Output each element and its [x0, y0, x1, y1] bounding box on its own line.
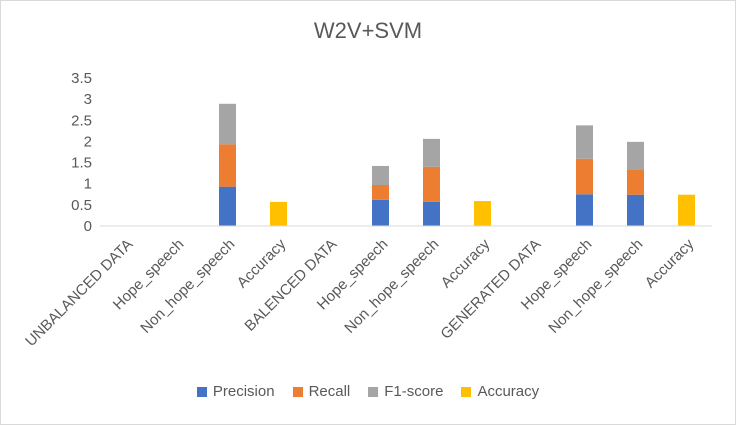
x-axis-labels: UNBALANCED DATAHope_speechNon_hope_speec… [22, 235, 698, 350]
legend-item: F1-score [368, 383, 443, 400]
legend-label: Recall [308, 383, 351, 400]
y-tick-label: 2.5 [71, 112, 92, 129]
y-axis: 0 0.5 1 1.5 2 2.5 3 3.5 [71, 70, 92, 235]
bar-segment-recall [372, 184, 389, 200]
bar-segment-accuracy [270, 201, 287, 226]
bars [219, 103, 695, 226]
chart-title: W2V+SVM [313, 18, 423, 43]
y-tick-label: 2 [84, 133, 92, 150]
bar-segment-accuracy [678, 194, 695, 226]
y-tick-label: 1.5 [71, 155, 92, 172]
legend: Precision Recall F1-score Accuracy [0, 383, 736, 400]
bar-segment-recall [219, 144, 236, 187]
y-tick-label: 0.5 [71, 197, 92, 214]
x-tick-label: Accuracy [642, 235, 698, 291]
y-tick-label: 0 [84, 218, 92, 235]
bar-segment-f1-score [219, 103, 236, 145]
x-tick-label: Non_hope_speech [545, 236, 646, 337]
legend-item: Precision [196, 383, 275, 400]
bar-segment-precision [219, 186, 236, 226]
bar-segment-recall [423, 166, 440, 202]
bar-segment-recall [627, 169, 644, 195]
legend-label: F1-score [384, 383, 444, 400]
x-tick-label: BALENCED DATA [241, 236, 340, 335]
bar-segment-precision [423, 201, 440, 226]
bar-segment-accuracy [474, 201, 491, 226]
bar-segment-precision [576, 194, 593, 226]
y-tick-label: 3 [84, 91, 92, 108]
legend-swatch [292, 386, 303, 397]
legend-swatch [196, 386, 207, 397]
x-tick-label: Non_hope_speech [341, 236, 442, 337]
bar-segment-precision [372, 199, 389, 226]
bar-segment-f1-score [372, 165, 389, 185]
legend-item: Recall [292, 383, 351, 400]
bar-segment-f1-score [423, 138, 440, 167]
legend-label: Accuracy [477, 383, 540, 400]
bar-segment-f1-score [576, 125, 593, 159]
bar-segment-precision [627, 194, 644, 226]
bar-segment-f1-score [627, 141, 644, 170]
legend-item: Accuracy [461, 383, 539, 400]
y-tick-label: 1 [84, 176, 92, 193]
x-tick-label: GENERATED DATA [437, 236, 544, 343]
legend-swatch [461, 386, 472, 397]
y-tick-label: 3.5 [71, 70, 92, 87]
legend-swatch [368, 386, 379, 397]
legend-label: Precision [212, 383, 275, 400]
x-tick-label: Non_hope_speech [137, 236, 238, 337]
bar-segment-recall [576, 158, 593, 195]
